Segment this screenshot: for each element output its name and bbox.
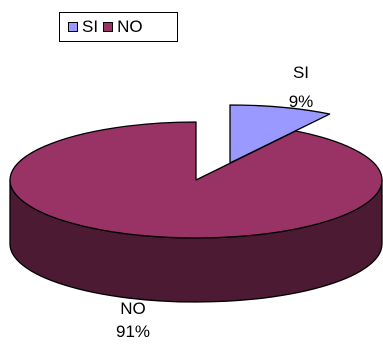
legend-label-si: SI: [82, 17, 99, 36]
chart-legend: SI NO: [59, 12, 178, 42]
slice-value-si: 9%: [289, 92, 314, 111]
slice-label-no: NO: [120, 299, 146, 318]
pie-slice-no: [9, 121, 383, 239]
legend-swatch-no: [103, 22, 114, 32]
slice-value-no: 91%: [116, 322, 150, 341]
label-layer: SI 9% NO 91%: [116, 63, 313, 341]
legend-swatch-si: [68, 22, 78, 32]
slice-label-si: SI: [293, 63, 309, 82]
pie-layer: [9, 104, 383, 303]
pie-slice-si: [229, 104, 331, 164]
legend-entry-no: NO: [103, 17, 143, 37]
legend-entry-si: SI: [68, 17, 98, 37]
legend-label-no: NO: [117, 17, 143, 36]
